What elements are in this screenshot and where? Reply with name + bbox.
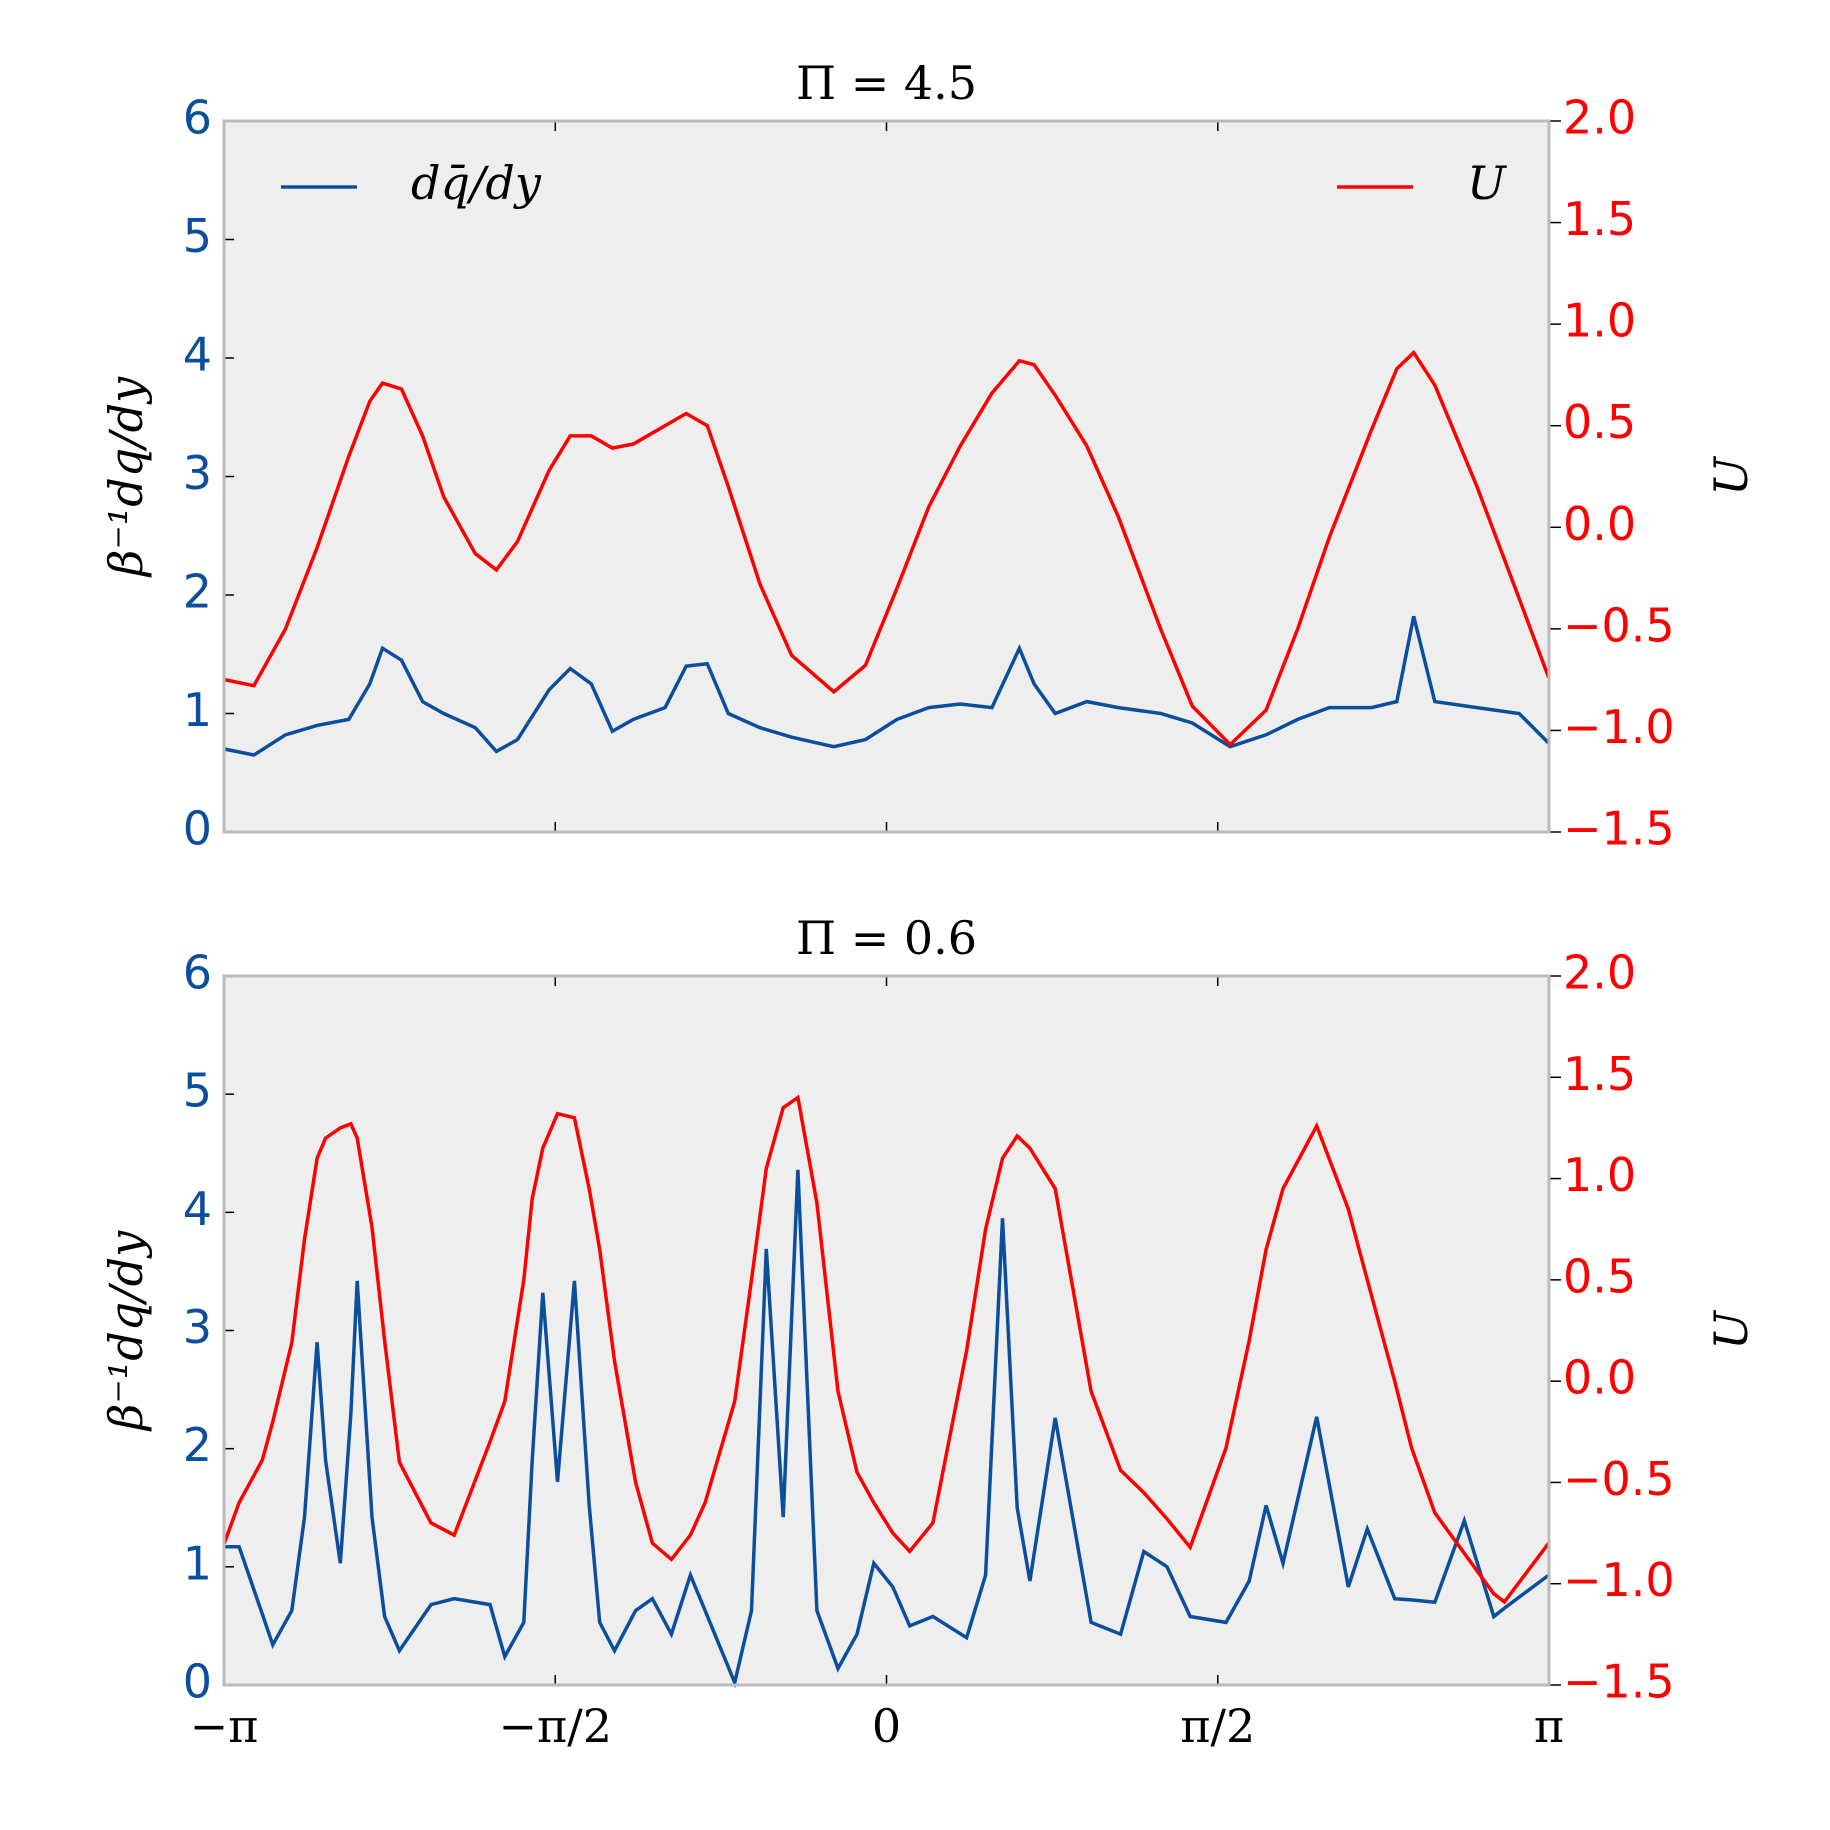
plot-frame <box>222 119 1551 834</box>
y-tick-label: 2 <box>183 565 212 619</box>
y2-tick-label: 0.5 <box>1563 1249 1636 1303</box>
y2-tick-label: 1.5 <box>1563 1047 1636 1101</box>
plot-frame <box>222 974 1551 1687</box>
legend-label: U <box>1467 156 1508 210</box>
y2-tick-label: −0.5 <box>1563 1452 1675 1506</box>
y-tick-label: 1 <box>183 1536 212 1590</box>
chart-title: Π = 4.5 <box>796 56 977 110</box>
y2-tick-label: 0.5 <box>1563 395 1636 449</box>
y-tick-label: 4 <box>183 1182 212 1236</box>
y2-tick-label: 1.5 <box>1563 192 1636 246</box>
y-tick-label: 4 <box>183 328 212 382</box>
x-tick-label: −π <box>190 1699 259 1753</box>
y-tick-label: 5 <box>183 1064 212 1118</box>
y-tick-label: 2 <box>183 1418 212 1472</box>
y2-tick-label: 2.0 <box>1563 91 1636 145</box>
y2-tick-label: −1.0 <box>1563 1553 1675 1607</box>
y-tick-label: 0 <box>183 1655 212 1709</box>
x-tick-label: π <box>1534 1699 1564 1753</box>
series-line <box>223 615 1550 757</box>
y2-tick-label: 0.0 <box>1563 497 1636 551</box>
chart-title: Π = 0.6 <box>796 911 977 965</box>
x-tick-label: 0 <box>872 1699 901 1753</box>
y-tick-label: 3 <box>183 1300 212 1354</box>
x-tick-label: −π/2 <box>498 1699 612 1753</box>
y-tick-label: 3 <box>183 446 212 500</box>
y2-tick-label: 1.0 <box>1563 1148 1636 1202</box>
x-tick-label: π/2 <box>1180 1699 1255 1753</box>
y-tick-label: 6 <box>183 946 212 1000</box>
y2-axis-label: U <box>1704 455 1758 496</box>
series-line <box>224 1169 1550 1689</box>
y2-tick-label: 0.0 <box>1563 1351 1636 1405</box>
y2-tick-label: −1.0 <box>1563 700 1675 754</box>
y2-axis-label: U <box>1704 1309 1758 1350</box>
y-tick-label: 1 <box>183 683 212 737</box>
y2-tick-label: 2.0 <box>1563 946 1636 1000</box>
plot-area <box>224 976 1549 1685</box>
y-tick-label: 6 <box>183 91 212 145</box>
legend-label: dq̄/dy <box>411 156 542 210</box>
y2-tick-label: −1.5 <box>1563 802 1675 856</box>
series-line <box>222 1094 1551 1605</box>
y-axis-label: β⁻¹dq/dy <box>99 376 153 578</box>
y-tick-label: 0 <box>183 802 212 856</box>
y-tick-label: 5 <box>183 209 212 263</box>
y2-tick-label: −1.5 <box>1563 1655 1675 1709</box>
y-axis-label: β⁻¹dq/dy <box>99 1230 153 1432</box>
y2-tick-label: −0.5 <box>1563 598 1675 652</box>
series-line <box>223 349 1551 748</box>
y2-tick-label: 1.0 <box>1563 294 1636 348</box>
